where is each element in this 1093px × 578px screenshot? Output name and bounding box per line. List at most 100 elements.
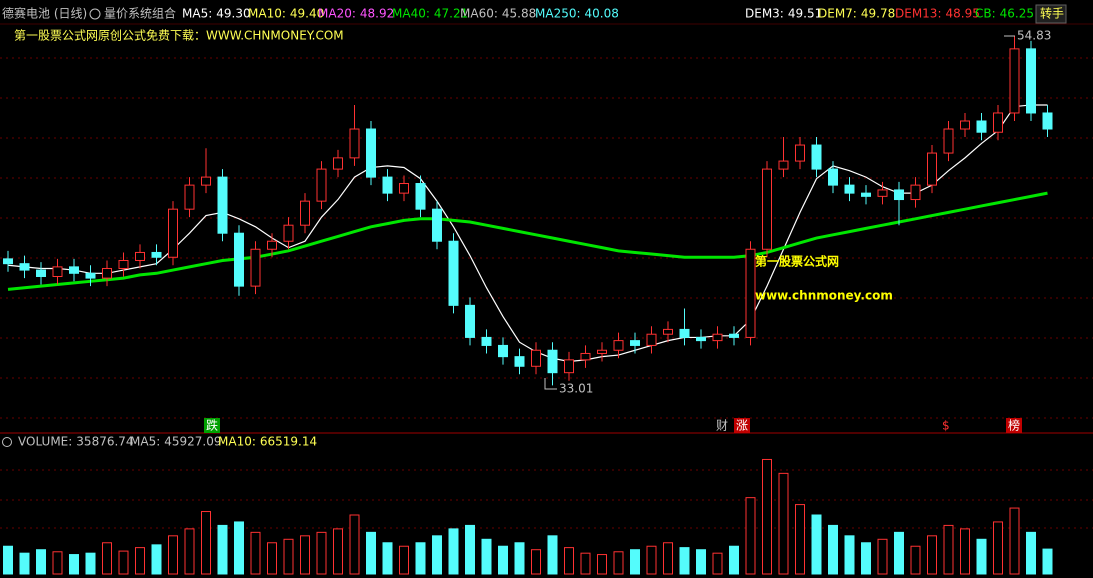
- candle-body: [580, 352, 591, 361]
- candle-body: [646, 333, 657, 346]
- volume-bar: [646, 545, 657, 575]
- candle-body: [184, 184, 195, 210]
- candle-body: [432, 208, 442, 242]
- volume-bar: [1009, 507, 1020, 575]
- candle-body: [828, 168, 838, 186]
- candle-body: [151, 251, 162, 258]
- button-box: [1035, 4, 1067, 24]
- candle-body: [597, 349, 607, 354]
- indicator-value: 45927.09: [164, 435, 221, 449]
- volume-bar: [283, 538, 294, 575]
- volume-bar: [531, 549, 541, 575]
- candle-body: [795, 144, 805, 162]
- candle-body: [415, 183, 426, 210]
- volume-bar: [3, 545, 13, 575]
- volume-bar: [102, 542, 112, 575]
- signal: $: [942, 419, 950, 433]
- candle-body: [729, 333, 739, 338]
- volume-bar: [399, 545, 409, 575]
- indicator-value: 49.51: [788, 7, 822, 21]
- volume-bar: [118, 550, 129, 575]
- chart-title: 德赛电池 (日线): [2, 6, 87, 21]
- volume-bar: [36, 549, 46, 575]
- candle-body: [267, 240, 277, 250]
- volume-bar: [679, 547, 690, 575]
- volume-bar: [729, 545, 739, 575]
- volume-bar: [349, 514, 360, 575]
- volume-bar: [19, 552, 30, 575]
- signal: 涨: [736, 418, 748, 433]
- candle-body: [85, 272, 96, 279]
- chart-subtitle: 量价系统组合: [104, 6, 176, 21]
- candle-body: [3, 258, 13, 265]
- volume-bar: [382, 542, 393, 575]
- indicator-name: MA40:: [392, 7, 430, 21]
- volume-bar: [696, 549, 706, 575]
- signal: 跌: [206, 418, 218, 433]
- icon: [2, 437, 12, 447]
- watermark: www.chnmoney.com: [755, 289, 893, 303]
- volume-bar: [234, 521, 244, 575]
- volume-bar: [432, 535, 442, 575]
- volume-bar: [184, 528, 195, 575]
- indicator-name: MA5:: [130, 435, 160, 449]
- candle-body: [514, 356, 525, 367]
- indicator-value: 48.92: [360, 7, 394, 21]
- volume-bar: [993, 521, 1003, 575]
- annotation: 第一股票公式网原创公式免费下载：WWW.CHNMONEY.COM: [14, 28, 344, 43]
- volume-bar: [943, 524, 954, 575]
- volume-bar: [481, 538, 492, 575]
- icon: [89, 8, 101, 20]
- volume-bar: [465, 524, 475, 575]
- candle-body: [564, 359, 574, 374]
- candle-body: [976, 120, 987, 133]
- candle-body: [910, 184, 921, 201]
- volume-bar: [844, 535, 855, 575]
- price-label: 33.01: [559, 382, 593, 396]
- volume-bar: [85, 552, 96, 575]
- volume-bar: [300, 535, 310, 575]
- button[interactable]: 转手: [1040, 6, 1064, 21]
- candle-body: [696, 336, 706, 342]
- candle-body: [531, 349, 541, 367]
- volume-bar: [168, 535, 178, 575]
- candle-body: [613, 340, 624, 351]
- indicator-name: VOLUME:: [18, 435, 72, 449]
- candle-body: [168, 208, 178, 258]
- volume-bar: [597, 554, 607, 575]
- indicator-name: MA250:: [535, 7, 581, 21]
- volume-bar: [366, 531, 376, 575]
- leader: [544, 378, 557, 390]
- volume-bar: [151, 544, 162, 575]
- candle-body: [316, 168, 327, 202]
- signal: 榜: [1008, 418, 1020, 433]
- volume-bar: [894, 531, 904, 575]
- volume-bar: [828, 524, 838, 575]
- candle-body: [300, 200, 310, 226]
- volume-bar: [745, 497, 756, 575]
- candle-body: [283, 224, 294, 242]
- indicator-value: 66519.14: [260, 435, 317, 449]
- volume-bar: [795, 504, 805, 575]
- candle-body: [762, 168, 772, 250]
- indicator-value: 40.08: [585, 7, 619, 21]
- candle-body: [333, 157, 343, 170]
- candle-body: [19, 263, 30, 271]
- volume-bar: [613, 551, 624, 575]
- indicator-name: DEM7:: [818, 7, 857, 21]
- volume-bar: [514, 542, 525, 575]
- candle-body: [811, 144, 822, 170]
- signal-box: [1006, 418, 1022, 433]
- watermark: 第一股票公式网: [755, 254, 839, 269]
- volume-bar: [663, 542, 673, 575]
- volume-bar: [250, 531, 261, 575]
- candle-body: [217, 176, 228, 234]
- signal: 财: [716, 419, 728, 433]
- candle-body: [745, 248, 756, 338]
- volume-bar: [333, 528, 343, 575]
- indicator-value: 35876.74: [76, 435, 133, 449]
- indicator-name: MA10:: [248, 7, 286, 21]
- volume-bar: [135, 547, 145, 575]
- candle-body: [250, 248, 261, 287]
